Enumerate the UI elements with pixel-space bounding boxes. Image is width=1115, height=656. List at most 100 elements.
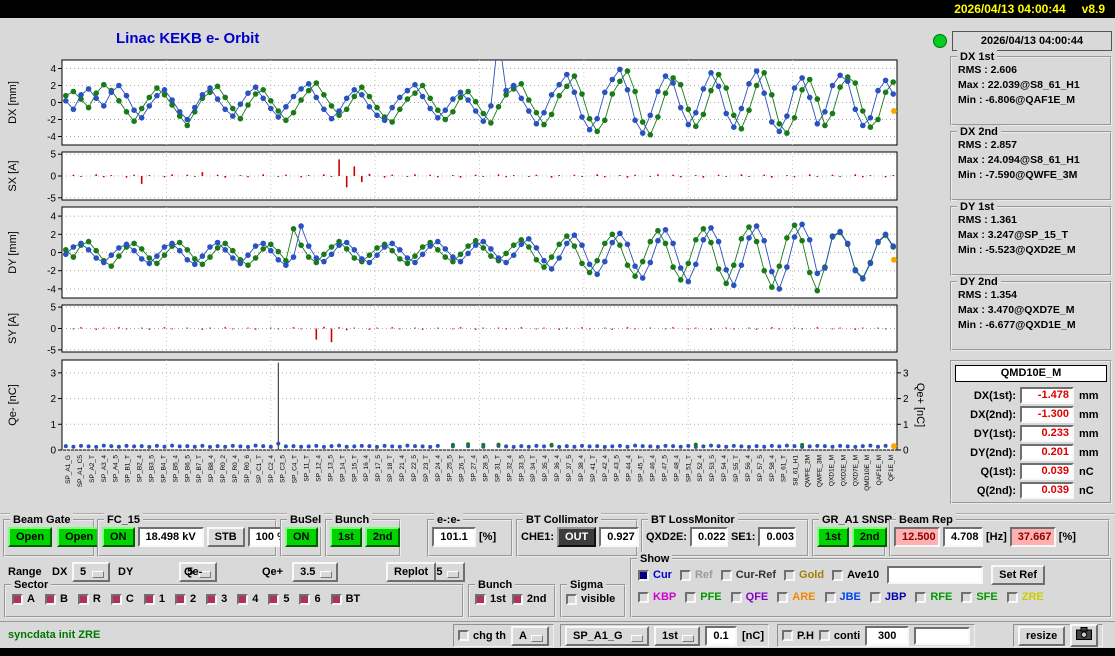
bunch-frame: Bunch 1st 2nd bbox=[325, 513, 401, 557]
screenshot-button[interactable] bbox=[1070, 624, 1099, 647]
dy-1st-min: Min : -5.523@QXD2E_M bbox=[958, 244, 1076, 256]
checkbox-indicator bbox=[206, 593, 218, 605]
range-qe-minus-select[interactable]: 3.5 bbox=[292, 562, 339, 582]
beam-gate-frame: Beam Gate Open Open bbox=[3, 513, 102, 557]
svg-text:SY [A]: SY [A] bbox=[7, 313, 19, 344]
chg-th-checkbox[interactable]: chg th bbox=[458, 630, 506, 642]
dx-2nd-stats-label: DX 2nd bbox=[957, 125, 1001, 139]
svg-text:SP_61_T: SP_61_T bbox=[781, 455, 788, 482]
svg-text:0: 0 bbox=[903, 446, 909, 457]
show-zre-checkbox[interactable]: ZRE bbox=[1006, 591, 1044, 603]
fc15-stb-button[interactable]: STB bbox=[206, 527, 245, 547]
show-sfe-checkbox[interactable]: SFE bbox=[961, 591, 998, 603]
sector-6-label: 6 bbox=[314, 593, 321, 605]
resize-button[interactable]: resize bbox=[1018, 625, 1066, 646]
svg-text:SP_42_4: SP_42_4 bbox=[602, 455, 609, 482]
show-cur-ref-checkbox[interactable]: Cur-Ref bbox=[720, 569, 776, 581]
show-ref-checkbox[interactable]: Ref bbox=[679, 569, 713, 581]
sector-1-checkbox[interactable]: 1 bbox=[143, 593, 165, 605]
timestamp-display: 2026/04/13 04:00:44 bbox=[952, 31, 1112, 51]
bunch-1st-button[interactable]: 1st bbox=[330, 527, 362, 547]
monitor-row-value: 0.201 bbox=[1020, 444, 1074, 461]
ph-checkbox[interactable]: P.H bbox=[782, 630, 814, 642]
svg-text:QMD10E_M: QMD10E_M bbox=[864, 455, 871, 491]
sigma-frame-label: Sigma bbox=[567, 578, 607, 592]
titlebar-version: v8.9 bbox=[1081, 2, 1105, 16]
sector-2-checkbox[interactable]: 2 bbox=[174, 593, 196, 605]
show-qfe-checkbox[interactable]: QFE bbox=[730, 591, 768, 603]
svg-text:SP_C4_T: SP_C4_T bbox=[292, 455, 299, 483]
beam-rep-frame-label: Beam Rep bbox=[896, 513, 956, 527]
show-are-checkbox[interactable]: ARE bbox=[777, 591, 816, 603]
gr-a1-1st-button[interactable]: 1st bbox=[817, 527, 849, 547]
monitor-row: DY(2nd): 0.201 mm bbox=[956, 444, 1106, 461]
busel-on-button[interactable]: ON bbox=[285, 527, 318, 547]
sigma-visible-checkbox[interactable]: visible bbox=[566, 593, 615, 605]
show-rfe-checkbox[interactable]: RFE bbox=[915, 591, 952, 603]
titlebar-datetime: 2026/04/13 04:00:44 bbox=[954, 2, 1066, 16]
sector-5-label: 5 bbox=[283, 593, 290, 605]
show-pfe-checkbox[interactable]: PFE bbox=[685, 591, 722, 603]
sector-5-checkbox[interactable]: 5 bbox=[268, 593, 289, 605]
checkbox-indicator bbox=[268, 593, 280, 605]
checkbox-indicator bbox=[12, 593, 23, 605]
beam-gate-open-button-2[interactable]: Open bbox=[57, 527, 102, 547]
svg-text:SP_A4_5: SP_A4_5 bbox=[113, 455, 120, 483]
sector-a-checkbox[interactable]: A bbox=[12, 593, 35, 605]
ref-name-entry[interactable] bbox=[887, 566, 984, 584]
range-dy-select[interactable]: 5 bbox=[179, 562, 218, 582]
svg-text:0: 0 bbox=[50, 446, 56, 457]
bunch-2nd-button[interactable]: 2nd bbox=[364, 527, 401, 547]
replot-button[interactable]: Replot bbox=[386, 562, 437, 582]
sector-r-checkbox[interactable]: R bbox=[77, 593, 101, 605]
che1-out-button[interactable]: OUT bbox=[557, 527, 597, 547]
show-kbp-checkbox[interactable]: KBP bbox=[638, 591, 676, 603]
show-rfe-label: RFE bbox=[930, 591, 953, 603]
sector-c-checkbox[interactable]: C bbox=[110, 593, 134, 605]
sector-bt-label: BT bbox=[345, 593, 361, 605]
interval-display[interactable]: 300 bbox=[865, 625, 910, 646]
svg-text:SP_B2_4: SP_B2_4 bbox=[137, 455, 144, 483]
sector-6-checkbox[interactable]: 6 bbox=[299, 593, 321, 605]
bunch-2nd-checkbox[interactable]: 2nd bbox=[511, 593, 546, 605]
svg-text:S8_61_H1: S8_61_H1 bbox=[793, 455, 800, 486]
bpm-select[interactable]: SP_A1_G bbox=[565, 625, 649, 646]
show-zre-label: ZRE bbox=[1021, 591, 1044, 603]
range-dy-label: DY bbox=[118, 566, 134, 578]
busel-frame-label: BuSel bbox=[287, 513, 325, 527]
sector-3-checkbox[interactable]: 3 bbox=[206, 593, 227, 605]
show-jbp-checkbox[interactable]: JBP bbox=[869, 591, 906, 603]
sector-4-checkbox[interactable]: 4 bbox=[237, 593, 258, 605]
set-ref-button[interactable]: Set Ref bbox=[991, 565, 1046, 585]
sector-b-label: B bbox=[59, 593, 68, 605]
show-ave10-checkbox[interactable]: Ave10 bbox=[832, 569, 879, 581]
monitor-row: Q(2nd): 0.039 nC bbox=[956, 482, 1106, 499]
checkbox-indicator bbox=[961, 591, 973, 603]
svg-text:SP_57_5: SP_57_5 bbox=[757, 455, 764, 482]
interval-entry[interactable] bbox=[914, 626, 971, 645]
monitor-row-value: 0.039 bbox=[1020, 463, 1074, 480]
sector-bt-checkbox[interactable]: BT bbox=[330, 593, 361, 605]
svg-text:4: 4 bbox=[50, 212, 56, 223]
threshold-display: 0.1 bbox=[705, 625, 737, 646]
top-titlebar: 2026/04/13 04:00:44 v8.9 bbox=[0, 0, 1115, 18]
fc15-kv-display: 18.498 kV bbox=[137, 527, 204, 547]
bunch-number-select[interactable]: 1st bbox=[654, 625, 700, 646]
range-qe-minus-label: Qe- bbox=[184, 566, 203, 578]
ee-ratio-unit: [%] bbox=[479, 531, 497, 543]
bunch-1st-checkbox[interactable]: 1st bbox=[475, 593, 506, 605]
fc15-on-button[interactable]: ON bbox=[102, 527, 135, 547]
beam-gate-open-button-1[interactable]: Open bbox=[8, 527, 53, 547]
gr-a1-2nd-button[interactable]: 2nd bbox=[851, 527, 888, 547]
conti-checkbox[interactable]: conti bbox=[818, 630, 860, 642]
svg-text:QAF1E_M: QAF1E_M bbox=[876, 455, 883, 485]
show-jbe-checkbox[interactable]: JBE bbox=[824, 591, 861, 603]
checkbox-indicator bbox=[832, 569, 844, 581]
dx-2nd-rms: RMS : 2.857 bbox=[958, 139, 1017, 151]
sector-b-checkbox[interactable]: B bbox=[44, 593, 68, 605]
range-dx-select[interactable]: 5 bbox=[72, 562, 110, 582]
monitor-row-unit: nC bbox=[1079, 484, 1094, 497]
sector-select[interactable]: A bbox=[511, 625, 549, 646]
show-gold-checkbox[interactable]: Gold bbox=[784, 569, 824, 581]
show-cur-checkbox[interactable]: Cur bbox=[638, 569, 672, 581]
